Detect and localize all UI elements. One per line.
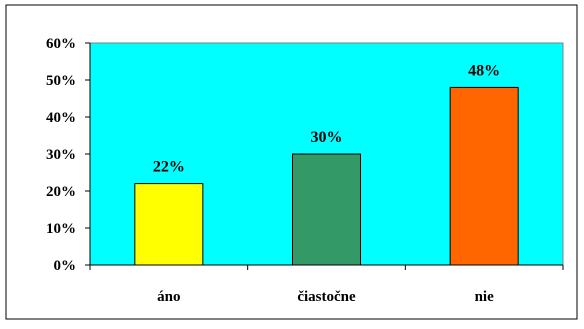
x-category-label: áno bbox=[157, 289, 180, 305]
y-tick-label: 40% bbox=[46, 110, 76, 126]
axes-layer: 0% 10% 20% 30% 40% 50% 60% áno čiastočne nie bbox=[46, 36, 564, 305]
x-category-label: nie bbox=[475, 289, 495, 305]
bar-value-label: 48% bbox=[468, 62, 500, 79]
bar-1 bbox=[134, 183, 204, 266]
y-tick-label: 60% bbox=[46, 36, 76, 52]
y-tick-label: 10% bbox=[46, 221, 76, 237]
y-tick-label: 30% bbox=[46, 147, 76, 163]
y-tick-label: 0% bbox=[54, 258, 77, 274]
bar-value-label: 22% bbox=[153, 159, 185, 176]
bar-3 bbox=[449, 86, 519, 266]
x-category-label: čiastočne bbox=[297, 289, 356, 305]
bars-layer: 22% 30% 48% bbox=[134, 62, 519, 266]
bar-2 bbox=[292, 153, 361, 266]
y-tick-label: 50% bbox=[46, 73, 76, 89]
y-tick-label: 20% bbox=[46, 184, 76, 200]
bar-value-label: 30% bbox=[311, 129, 343, 146]
